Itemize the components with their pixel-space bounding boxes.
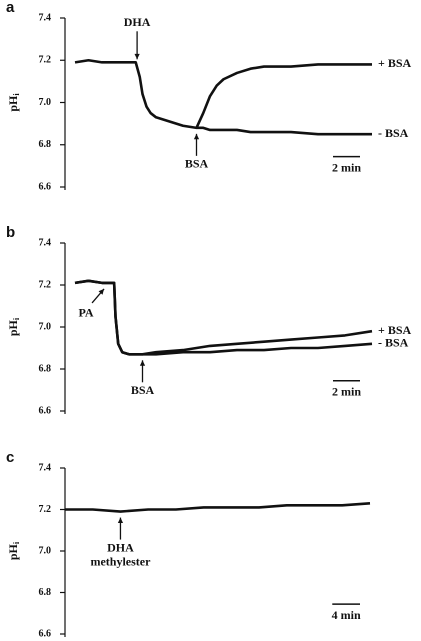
panel-label: c [6,449,14,466]
y-tick-label: 6.6 [39,181,52,192]
y-tick-label: 6.8 [39,139,52,150]
y-axis-label-subscript: i [12,541,21,544]
scale-bar-label: 4 min [332,608,361,622]
scale-bar-label: 2 min [332,160,361,174]
scale-bar-label: 2 min [332,385,361,399]
trace [74,279,373,356]
trace [74,58,372,136]
y-tick-label: 7.0 [39,545,52,556]
y-axis-label: pHi [6,317,21,336]
annotation-text: DHA [107,540,134,554]
y-tick-label: 7.2 [39,279,52,290]
trace [65,501,371,513]
y-tick-label: 7.2 [39,55,52,66]
trace [195,63,372,129]
y-tick-label: 6.6 [39,405,52,416]
y-axis-label-main: pH [6,319,20,336]
trace [74,279,373,356]
y-tick-label: 7.4 [39,237,52,248]
series-label: + BSA [378,56,412,70]
annotation-arrowhead [117,517,124,523]
annotation-arrowhead [98,288,105,295]
y-tick-label: 7.4 [39,462,52,473]
panel-label: b [6,224,15,241]
y-axis-label: pHi [6,541,21,560]
annotation-text: BSA [131,383,155,397]
series-label: - BSA [378,126,409,140]
y-axis-label-subscript: i [12,317,21,320]
y-tick-label: 7.0 [39,321,52,332]
y-tick-label: 6.8 [39,587,52,598]
series-label: - BSA [378,336,409,350]
y-axis-label-subscript: i [12,93,21,96]
panel-label: a [6,0,15,16]
series-label: + BSA [378,323,412,337]
y-tick-label: 7.0 [39,97,52,108]
y-axis-label-main: pH [6,543,20,560]
annotation-text: methylester [90,554,151,568]
annotation-text: DHA [124,15,151,29]
annotation-arrowhead [134,53,140,60]
y-axis-label: pHi [6,93,21,112]
y-axis-label-main: pH [6,95,20,112]
annotation-arrowhead [193,133,200,140]
annotation-text: BSA [185,157,209,171]
y-tick-label: 6.6 [39,628,52,639]
y-tick-label: 7.2 [39,504,52,515]
annotation-text: PA [78,306,93,320]
annotation-arrowhead [139,360,146,366]
y-tick-label: 7.4 [39,12,52,23]
y-tick-label: 6.8 [39,363,52,374]
